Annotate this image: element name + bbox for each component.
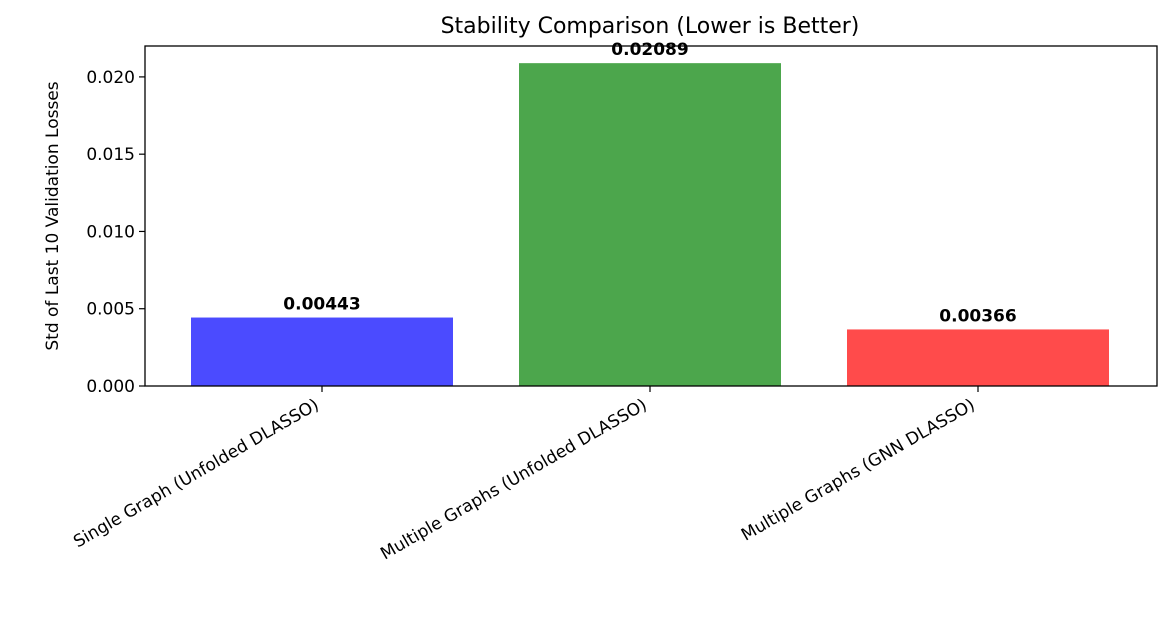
y-tick-label: 0.015 bbox=[86, 145, 135, 165]
plot-frame bbox=[144, 45, 1158, 387]
bar bbox=[847, 329, 1109, 386]
x-tick-label: Single Graph (Unfolded DLASSO) bbox=[70, 395, 322, 552]
x-axis: Single Graph (Unfolded DLASSO) Multiple G… bbox=[70, 386, 979, 564]
y-axis: 0.000 0.005 0.010 0.015 0.020 bbox=[86, 68, 145, 397]
y-tick-label: 0.010 bbox=[86, 222, 135, 242]
bar bbox=[191, 317, 453, 386]
bar-value-label: 0.00366 bbox=[939, 306, 1016, 326]
x-tick-label: Multiple Graphs (GNN DLASSO) bbox=[738, 395, 978, 545]
y-tick-label: 0.020 bbox=[86, 68, 135, 88]
bar-value-labels: 0.00443 0.02089 0.00366 bbox=[283, 40, 1016, 326]
bar-value-label: 0.02089 bbox=[611, 40, 688, 60]
chart-title: Stability Comparison (Lower is Better) bbox=[441, 14, 860, 39]
x-tick-label: Multiple Graphs (Unfolded DLASSO) bbox=[377, 395, 650, 564]
y-tick-label: 0.000 bbox=[86, 377, 135, 397]
bar bbox=[519, 63, 781, 387]
y-axis-label: Std of Last 10 Validation Losses bbox=[43, 81, 63, 350]
y-tick-label: 0.005 bbox=[86, 300, 135, 320]
bar-value-label: 0.00443 bbox=[283, 295, 360, 315]
bars-group bbox=[191, 63, 1109, 387]
